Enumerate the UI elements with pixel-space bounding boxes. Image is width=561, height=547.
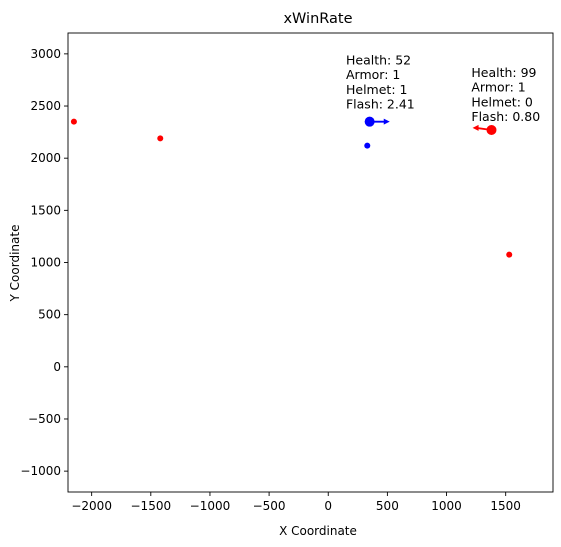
player-point-red-small [506, 251, 513, 258]
arrow-head-blue [383, 118, 390, 125]
y-tick-label: 3000 [30, 47, 61, 61]
annotation-line: Health: 99 [471, 65, 536, 80]
x-tick-label: 1000 [431, 499, 462, 513]
x-tick-label: 500 [376, 499, 399, 513]
player-point-red-small [157, 135, 164, 142]
x-axis-label: X Coordinate [279, 524, 357, 538]
player-point-blue-large [364, 116, 375, 127]
player-stats-annotation: Health: 52 Armor: 1 Helmet: 1 Flash: 2.41 [346, 52, 415, 111]
player-point-red-small [70, 118, 77, 125]
x-tick-label: −2000 [71, 499, 112, 513]
x-tick-label: −1000 [190, 499, 231, 513]
annotation-line: Flash: 2.41 [346, 97, 415, 112]
annotation-line: Flash: 0.80 [471, 109, 540, 124]
player-stats-annotation: Health: 99 Armor: 1 Helmet: 0 Flash: 0.80 [471, 65, 540, 124]
arrow-head-red [472, 124, 479, 131]
y-tick-label: 0 [53, 360, 61, 374]
y-tick-label: 1000 [30, 256, 61, 270]
annotation-line: Health: 52 [346, 52, 411, 67]
annotation-line: Helmet: 1 [346, 82, 407, 97]
y-tick-label: 500 [38, 308, 61, 322]
x-tick-label: −1500 [131, 499, 172, 513]
y-tick-label: −500 [28, 412, 61, 426]
y-tick-label: −1000 [20, 464, 61, 478]
player-point-red-large [486, 125, 497, 136]
x-tick-label: 1500 [490, 499, 521, 513]
chart-title: xWinRate [283, 11, 352, 27]
annotation-line: Armor: 1 [471, 80, 525, 95]
annotation-line: Armor: 1 [346, 67, 400, 82]
x-tick-label: 0 [324, 499, 332, 513]
player-point-blue-small [364, 142, 371, 149]
y-tick-label: 2500 [30, 99, 61, 113]
y-tick-label: 2000 [30, 151, 61, 165]
y-tick-label: 1500 [30, 203, 61, 217]
x-tick-label: −500 [253, 499, 286, 513]
y-axis-label: Y Coordinate [8, 225, 22, 303]
annotation-line: Helmet: 0 [471, 94, 533, 109]
